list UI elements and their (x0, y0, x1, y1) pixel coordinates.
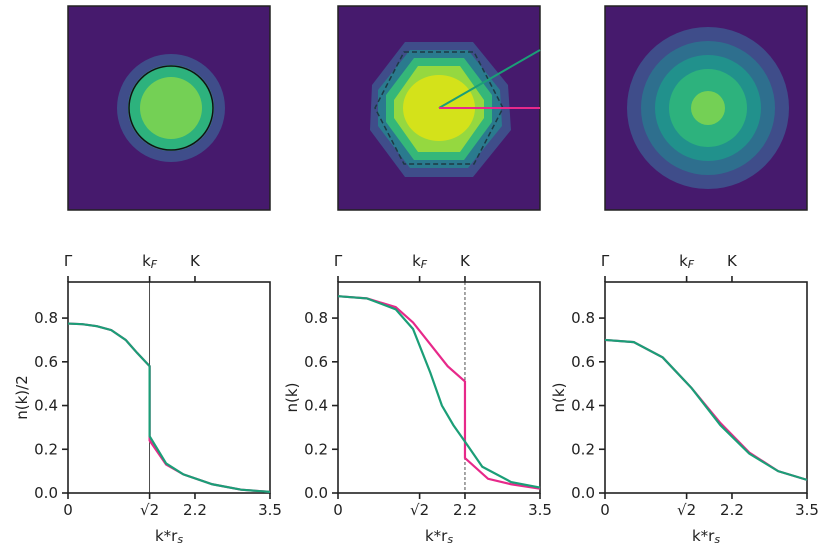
series-line (337, 295, 541, 489)
y-tick-label: 0.4 (571, 396, 595, 414)
x-tick-label: √2 (140, 501, 159, 519)
x-tick-label: 0 (600, 501, 610, 519)
x-tick-label: 3.5 (528, 501, 552, 519)
series-line (67, 322, 271, 494)
x-tick-label: 2.2 (183, 501, 207, 519)
y-tick-label: 0.2 (571, 440, 595, 458)
y-tick-label: 0.6 (304, 352, 328, 370)
series-line (604, 338, 808, 481)
top-tick-label: K (727, 252, 738, 270)
y-axis-label: n(k) (550, 383, 568, 413)
y-axis-label: n(k) (283, 383, 301, 413)
x-axis-label: k*rs (692, 527, 720, 547)
series-line (67, 322, 271, 494)
y-tick-label: 0.0 (304, 484, 328, 502)
x-tick-label: 0 (63, 501, 73, 519)
top-tick-label: kF (679, 252, 695, 272)
top-tick-label: kF (412, 252, 428, 272)
x-tick-label: 0 (333, 501, 343, 519)
top-tick-label: K (190, 252, 201, 270)
y-tick-label: 0.2 (34, 440, 58, 458)
y-tick-label: 0.0 (34, 484, 58, 502)
x-tick-label: √2 (410, 501, 429, 519)
heatmap-3 (604, 5, 808, 211)
axes-frame (604, 281, 808, 494)
x-axis-label: k*rs (425, 527, 453, 547)
y-tick-label: 0.8 (304, 309, 328, 327)
y-tick-label: 0.2 (304, 440, 328, 458)
y-axis-label: n(k)/2 (13, 375, 31, 420)
x-axis-label: k*rs (155, 527, 183, 547)
top-tick-label: kF (142, 252, 158, 272)
x-tick-label: 3.5 (795, 501, 819, 519)
top-tick-label: K (460, 252, 471, 270)
x-tick-label: 2.2 (720, 501, 744, 519)
y-tick-label: 0.4 (304, 396, 328, 414)
x-tick-label: √2 (677, 501, 696, 519)
top-tick-label: Γ (64, 252, 73, 270)
y-tick-label: 0.6 (34, 352, 58, 370)
top-tick-label: Γ (334, 252, 343, 270)
axes-frame (67, 281, 271, 494)
axes-frame (337, 281, 541, 494)
y-tick-label: 0.6 (571, 352, 595, 370)
x-tick-label: 3.5 (258, 501, 282, 519)
x-tick-label: 2.2 (453, 501, 477, 519)
y-tick-label: 0.4 (34, 396, 58, 414)
heatmap-2 (337, 5, 541, 211)
heatmap-1 (67, 5, 271, 211)
series-line (337, 295, 541, 490)
top-tick-label: Γ (601, 252, 610, 270)
y-tick-label: 0.8 (34, 309, 58, 327)
series-line (604, 338, 808, 481)
y-tick-label: 0.0 (571, 484, 595, 502)
y-tick-label: 0.8 (571, 309, 595, 327)
